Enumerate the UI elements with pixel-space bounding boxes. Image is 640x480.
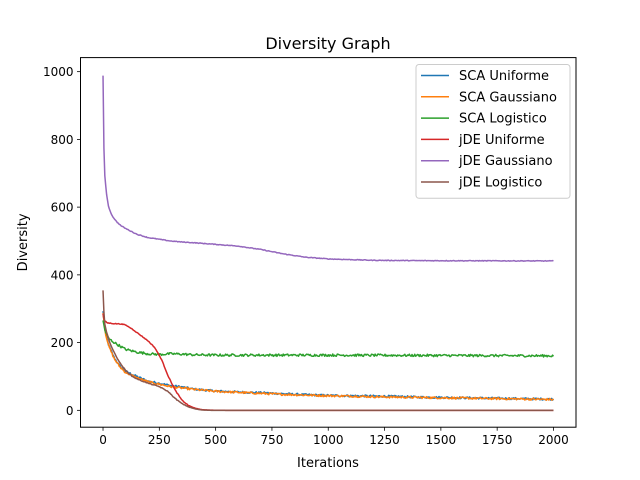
legend-label: SCA Uniforme	[459, 69, 549, 84]
x-tick-label: 0	[99, 433, 107, 447]
x-tick-label: 750	[260, 433, 283, 447]
x-tick-label: 1250	[369, 433, 400, 447]
x-tick-label: 250	[148, 433, 171, 447]
y-axis-label: Diversity	[16, 213, 31, 271]
y-tick-label: 0	[66, 404, 74, 418]
legend-label: SCA Logistico	[459, 112, 547, 127]
x-tick-label: 1750	[482, 433, 513, 447]
series-line-6	[102, 290, 554, 412]
chart-title: Diversity Graph	[265, 34, 390, 53]
y-axis-ticks: 0 200 400 600 800 1000	[43, 65, 81, 418]
legend-label: jDE Uniforme	[458, 133, 545, 148]
y-tick-label: 1000	[43, 65, 74, 79]
legend-label: jDE Logistico	[458, 176, 542, 191]
legend-box	[415, 64, 571, 199]
series-line-3	[102, 320, 555, 358]
y-tick-label: 400	[51, 268, 74, 282]
y-tick-label: 600	[51, 201, 74, 215]
x-tick-label: 2000	[538, 433, 569, 447]
legend-label: SCA Gaussiano	[459, 90, 557, 105]
x-tick-label: 1000	[313, 433, 344, 447]
series-line-2	[102, 312, 554, 401]
legend: SCA Uniforme SCA Gaussiano SCA Logistico jD…	[415, 64, 571, 199]
plot-lines	[102, 75, 555, 412]
y-tick-label: 200	[51, 336, 74, 350]
legend-label: jDE Gaussiano	[458, 154, 553, 169]
y-tick-label: 800	[51, 133, 74, 147]
x-axis-ticks: 0 250 500 750 1000 1250 1500 1750 2000	[99, 427, 569, 447]
x-tick-label: 500	[204, 433, 227, 447]
x-tick-label: 1500	[426, 433, 457, 447]
x-axis-label: Iterations	[297, 456, 359, 471]
series-line-5	[102, 75, 554, 262]
